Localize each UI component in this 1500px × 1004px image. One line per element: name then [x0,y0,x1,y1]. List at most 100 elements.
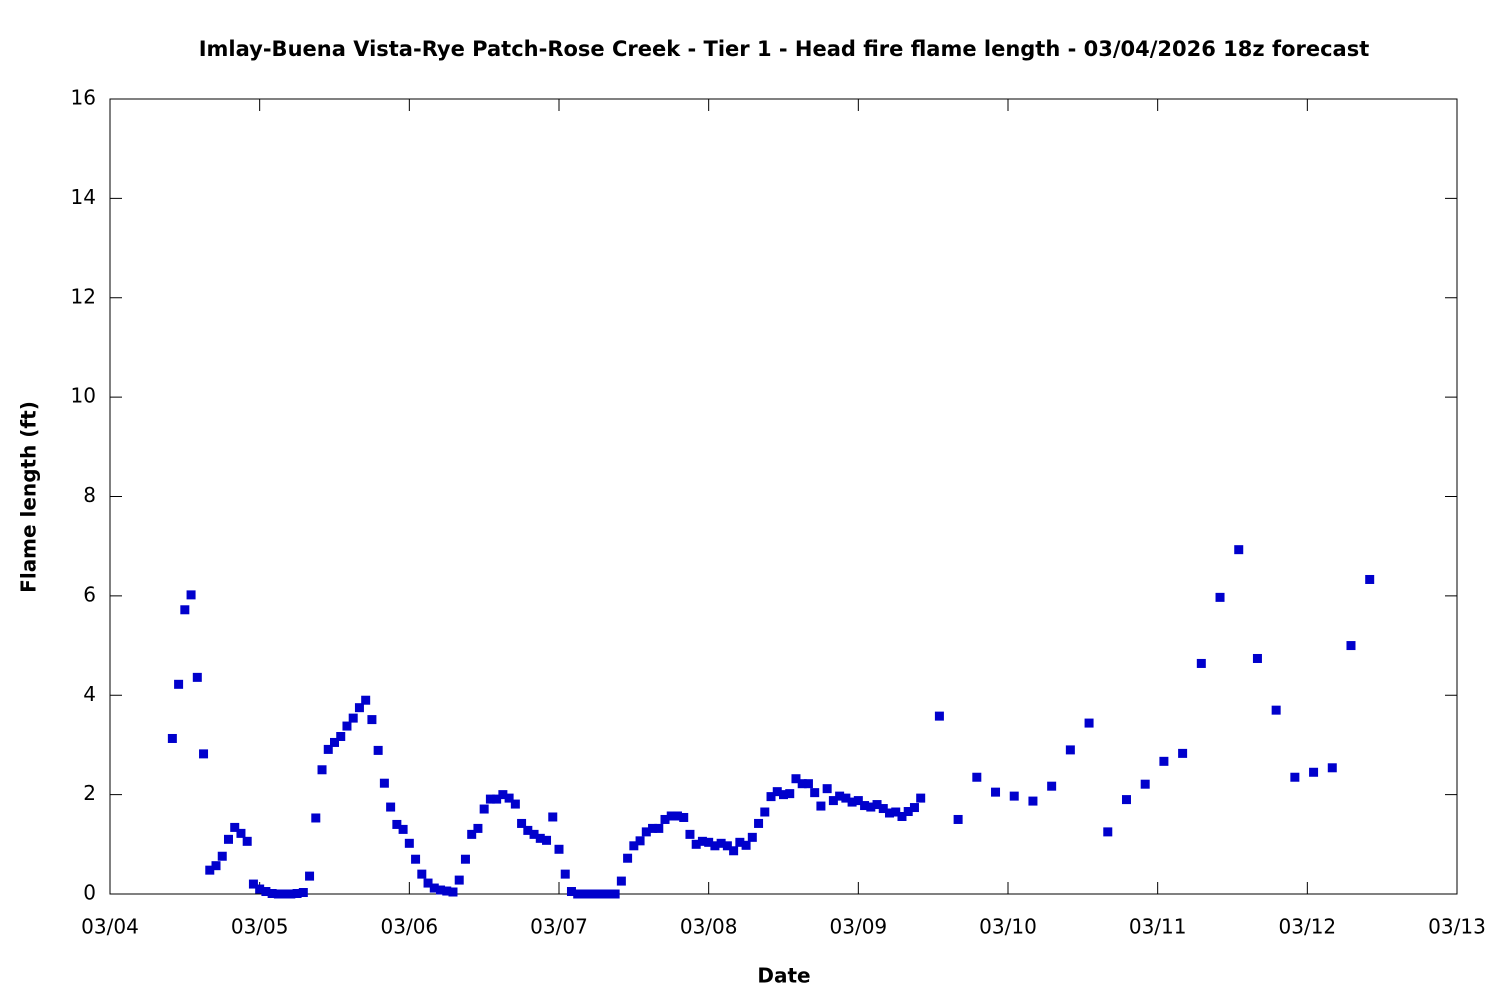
point [785,789,795,799]
point [186,590,196,600]
point [217,851,227,861]
point [1271,705,1281,715]
point [791,774,801,784]
point [255,884,265,894]
point [860,801,870,811]
point [423,878,433,888]
point [523,825,533,835]
point [448,887,458,897]
point [510,799,520,809]
x-tick-label: 03/06 [381,915,439,939]
point [897,811,907,821]
point [766,792,776,802]
point [1140,779,1150,789]
point [1346,641,1356,651]
point [417,869,427,879]
y-tick-label: 8 [83,483,96,507]
x-tick-label: 03/04 [81,915,139,939]
point [305,871,315,881]
point [754,818,764,828]
x-tick-label: 03/08 [680,915,738,939]
point [716,838,726,848]
point [747,832,757,842]
point [548,812,558,822]
point [1084,718,1094,728]
x-tick-label: 03/13 [1428,915,1486,939]
point [429,883,439,893]
y-tick-label: 0 [83,881,96,905]
point [916,793,926,803]
point [1121,795,1131,805]
point [810,788,820,798]
point [885,808,895,818]
point [1159,756,1169,766]
point [392,819,402,829]
point [1215,592,1225,602]
point [180,605,190,615]
point [317,765,327,775]
x-tick-label: 03/12 [1279,915,1337,939]
point [866,802,876,812]
point [672,811,682,821]
point [610,889,620,899]
point [604,889,614,899]
point [685,829,695,839]
point [174,679,184,689]
point [411,854,421,864]
point [729,846,739,856]
point [330,737,339,747]
point [741,840,751,850]
point [292,889,302,899]
point [697,836,707,846]
point [841,793,851,803]
point [479,804,489,814]
point [666,811,676,821]
point [554,844,564,854]
point [641,827,651,837]
point [404,838,414,848]
point [398,824,408,834]
point [891,807,901,817]
point [223,834,233,844]
point [248,879,258,889]
point [579,889,589,899]
point [336,731,346,741]
point [230,822,240,832]
point [635,836,645,846]
point [192,672,202,682]
point [498,790,508,800]
y-tick-label: 14 [71,185,96,209]
point [1103,827,1113,837]
point [691,839,701,849]
point [354,703,364,713]
point [760,807,770,817]
point [280,889,290,899]
x-tick-label: 03/11 [1129,915,1187,939]
point [1290,772,1300,782]
point [623,853,633,863]
y-tick-label: 16 [71,86,96,110]
point [535,833,545,843]
point [342,721,352,731]
y-tick-label: 2 [83,781,96,805]
point [473,823,483,833]
point [286,889,296,899]
point [704,837,714,847]
x-tick-label: 03/10 [979,915,1037,939]
point [373,745,383,755]
point [504,793,514,803]
point [442,886,452,896]
point [903,807,913,817]
y-tick-label: 10 [71,384,96,408]
point [909,803,919,813]
y-tick-label: 4 [83,682,96,706]
point [311,813,321,823]
point [542,835,552,845]
point [648,823,658,833]
point [1327,763,1337,773]
point [735,837,745,847]
point [242,836,252,846]
point [1365,574,1375,584]
